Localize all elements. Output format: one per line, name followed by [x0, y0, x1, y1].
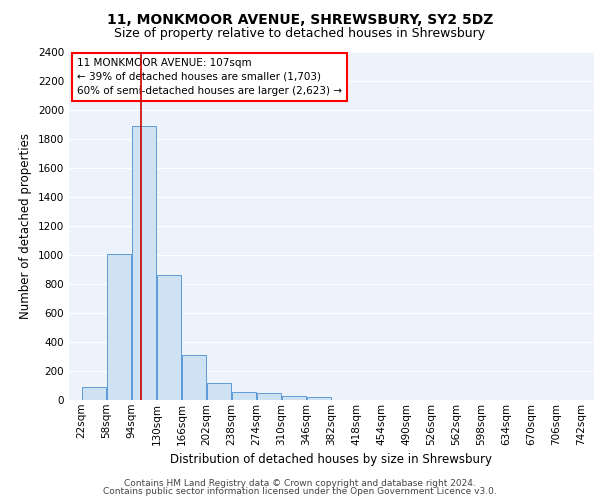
Text: Size of property relative to detached houses in Shrewsbury: Size of property relative to detached ho… [115, 28, 485, 40]
Bar [82, 387, 106, 400]
Bar [307, 397, 331, 400]
Text: 11, MONKMOOR AVENUE, SHREWSBURY, SY2 5DZ: 11, MONKMOOR AVENUE, SHREWSBURY, SY2 5DZ [107, 12, 493, 26]
Bar [232, 392, 256, 400]
Bar [206, 384, 232, 400]
Text: 11 MONKMOOR AVENUE: 107sqm
← 39% of detached houses are smaller (1,703)
60% of s: 11 MONKMOOR AVENUE: 107sqm ← 39% of deta… [77, 58, 342, 96]
Text: Contains public sector information licensed under the Open Government Licence v3: Contains public sector information licen… [103, 487, 497, 496]
Bar [257, 393, 281, 400]
Bar [281, 396, 307, 400]
Bar [182, 355, 206, 400]
Text: Contains HM Land Registry data © Crown copyright and database right 2024.: Contains HM Land Registry data © Crown c… [124, 478, 476, 488]
Bar [157, 276, 181, 400]
Bar [131, 126, 157, 400]
X-axis label: Distribution of detached houses by size in Shrewsbury: Distribution of detached houses by size … [170, 453, 493, 466]
Bar [107, 254, 131, 400]
Y-axis label: Number of detached properties: Number of detached properties [19, 133, 32, 320]
